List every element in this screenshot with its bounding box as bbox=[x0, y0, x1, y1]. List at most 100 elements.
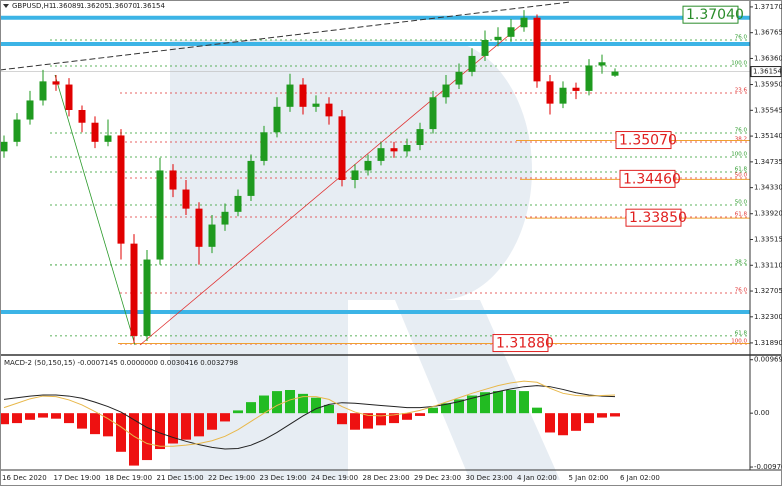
macd-bar bbox=[90, 413, 100, 435]
candle-body bbox=[182, 189, 190, 209]
macd-bar bbox=[233, 410, 243, 414]
y-tick-label: 1.33110 bbox=[754, 261, 782, 269]
candle-body bbox=[533, 17, 541, 82]
price-box-label: 1.35070 bbox=[619, 133, 677, 149]
price-box bbox=[625, 208, 682, 227]
macd-title: MACD-2 (50,150,15) -0.0007145 0.0000000 … bbox=[4, 359, 238, 367]
current-price-box bbox=[750, 66, 782, 78]
macd-bar bbox=[103, 413, 113, 437]
quote-close: 1.36154 bbox=[136, 2, 165, 10]
x-tick-label: 30 Dec 23:00 bbox=[466, 474, 513, 482]
y-tick-label: 1.35140 bbox=[754, 132, 782, 140]
candle-body bbox=[455, 71, 463, 85]
plot bbox=[0, 10, 620, 466]
candle-body bbox=[494, 36, 502, 40]
y-tick-label: 1.36765 bbox=[754, 29, 782, 37]
macd-bar bbox=[246, 402, 256, 414]
price-box-label: 1.37040 bbox=[686, 7, 744, 23]
quote-open: 1.36089 bbox=[52, 2, 81, 10]
macd-bar bbox=[376, 413, 386, 426]
macd-bar bbox=[194, 413, 204, 437]
macd-bar bbox=[532, 407, 542, 414]
macd-bar bbox=[272, 391, 282, 414]
x-tick-label: 17 Dec 19:00 bbox=[54, 474, 101, 482]
macd-bar bbox=[506, 390, 516, 414]
macd-bar bbox=[311, 397, 321, 414]
candle-body bbox=[507, 27, 515, 37]
macd-bar bbox=[25, 413, 35, 420]
macd-bar bbox=[493, 391, 503, 414]
candle-body bbox=[481, 40, 489, 56]
x-tick-label: 21 Dec 15:00 bbox=[157, 474, 204, 482]
current-price-label: 1.36154 bbox=[753, 68, 782, 76]
candle-body bbox=[0, 141, 8, 152]
macd-bar bbox=[155, 413, 165, 450]
macd-bar bbox=[129, 413, 139, 466]
fib-line bbox=[54, 74, 136, 346]
macd-bar bbox=[298, 393, 308, 414]
macd-bar bbox=[454, 399, 464, 414]
fib-label: 76.0 bbox=[735, 35, 748, 41]
y-tick-label: 1.33515 bbox=[754, 236, 782, 244]
candle-body bbox=[403, 145, 411, 152]
candle-body bbox=[468, 55, 476, 72]
fib-label: 50.0 bbox=[735, 173, 748, 179]
candle-body bbox=[572, 87, 580, 91]
candle-body bbox=[195, 208, 203, 247]
fib-label: 100.0 bbox=[731, 61, 747, 67]
symbol: GBPUSD,H1 bbox=[12, 2, 53, 10]
macd-bar bbox=[545, 413, 555, 433]
macd-bar bbox=[51, 413, 61, 419]
x-tick-label: 4 Jan 02:00 bbox=[517, 474, 557, 482]
candle-body bbox=[104, 135, 112, 142]
candle-body bbox=[169, 170, 177, 190]
x-tick-label: 29 Dec 23:00 bbox=[414, 474, 461, 482]
fib-label: 76.0 bbox=[735, 288, 748, 294]
price-box-label: 1.33850 bbox=[629, 210, 687, 226]
candle-body bbox=[429, 97, 437, 130]
candle-body bbox=[78, 110, 86, 123]
candle-body bbox=[247, 160, 255, 196]
x-tick-label: 23 Dec 19:00 bbox=[260, 474, 307, 482]
y-tick-label: 1.36360 bbox=[754, 54, 782, 62]
macd-bar bbox=[441, 403, 451, 414]
fib-label: 100.0 bbox=[731, 152, 747, 158]
fib-label: 61.8 bbox=[735, 166, 748, 172]
macd-bar bbox=[285, 390, 295, 414]
watermark-bowl bbox=[348, 40, 532, 300]
macd-bar bbox=[77, 413, 87, 429]
x-tick-label: 6 Jan 02:00 bbox=[620, 474, 660, 482]
y-tick-label: 1.33920 bbox=[754, 210, 782, 218]
y-tick-label: 1.37170 bbox=[754, 3, 782, 11]
candle-body bbox=[65, 84, 73, 110]
x-tick-label: 16 Dec 2020 bbox=[2, 474, 47, 482]
macd-bar bbox=[389, 413, 399, 424]
macd-bar bbox=[337, 413, 347, 425]
watermark-leg bbox=[395, 300, 560, 480]
candle-body bbox=[143, 259, 151, 336]
macd-bar bbox=[610, 413, 620, 417]
y-tick-label: 1.31890 bbox=[754, 339, 782, 347]
candle-body bbox=[286, 84, 294, 107]
y-tick-label: 1.35950 bbox=[754, 81, 782, 89]
y-tick-label: 1.32300 bbox=[754, 313, 782, 321]
candle-body bbox=[312, 103, 320, 107]
trend-line bbox=[0, 1, 571, 71]
candle-body bbox=[52, 81, 60, 85]
candle-body bbox=[377, 148, 385, 161]
macd-bar bbox=[64, 413, 74, 424]
candle-body bbox=[26, 100, 34, 120]
price-box bbox=[615, 131, 672, 150]
price-box bbox=[619, 169, 676, 188]
macd-bar bbox=[350, 413, 360, 430]
macd-bar bbox=[558, 413, 568, 436]
macd-bar bbox=[402, 413, 412, 420]
fib-label: 61.8 bbox=[735, 330, 748, 336]
candle-body bbox=[91, 122, 99, 142]
macd-bar bbox=[259, 395, 269, 414]
candle-body bbox=[208, 224, 216, 247]
candle-body bbox=[234, 195, 242, 212]
fib-label: 23.6 bbox=[735, 88, 748, 94]
candle-body bbox=[585, 65, 593, 91]
